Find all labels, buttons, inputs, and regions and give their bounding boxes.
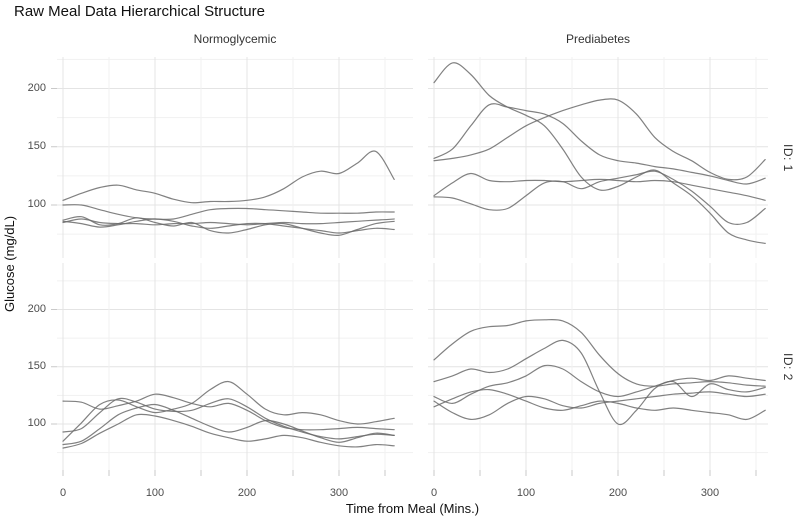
facet-column-label-normoglycemic: Normoglycemic — [193, 32, 277, 46]
y-axis-title: Glucose (mg/dL) — [2, 215, 17, 312]
glucose-line-ID1-prediabetes-meal-2 — [433, 103, 766, 185]
glucose-line-ID2-normoglycemic-meal-1 — [62, 393, 395, 431]
y-tick-label: 200 — [27, 81, 46, 94]
glucose-line-ID1-prediabetes-meal-4 — [433, 172, 766, 201]
x-tick-label: 200 — [237, 487, 257, 499]
y-tick-label: 150 — [27, 139, 46, 152]
chart-title: Raw Meal Data Hierarchical Structure — [14, 3, 265, 20]
glucose-line-ID2-prediabetes-meal-1 — [433, 319, 766, 387]
glucose-line-ID2-prediabetes-meal-4 — [433, 391, 766, 421]
glucose-line-ID2-prediabetes-meal-2 — [433, 339, 766, 426]
x-tick-label: 100 — [145, 487, 165, 499]
glucose-line-ID2-normoglycemic-meal-3 — [62, 380, 395, 442]
glucose-line-ID2-normoglycemic-meal-5 — [62, 413, 395, 449]
facet-column-label-prediabetes: Prediabetes — [565, 32, 631, 46]
glucose-line-ID2-normoglycemic-meal-4 — [62, 403, 395, 446]
glucose-line-ID1-prediabetes-meal-1 — [433, 62, 766, 244]
x-tick-label: 300 — [700, 487, 720, 499]
glucose-line-ID1-normoglycemic-meal-2 — [62, 204, 395, 221]
glucose-line-ID1-prediabetes-meal-3 — [433, 98, 766, 181]
y-tick-label: 100 — [27, 417, 46, 429]
glucose-line-ID1-normoglycemic-meal-1 — [62, 150, 395, 204]
x-axis-title: Time from Meal (Mins.) — [345, 501, 480, 516]
x-tick-label: 100 — [516, 487, 536, 499]
y-tick-label: 200 — [27, 302, 46, 315]
x-tick-label: 0 — [59, 487, 67, 499]
y-tick-label: 100 — [27, 198, 46, 210]
glucose-line-ID2-prediabetes-meal-5 — [433, 388, 766, 421]
x-tick-label: 300 — [329, 487, 349, 499]
facet-row-label-id2: ID: 2 — [781, 352, 795, 381]
x-tick-label: 200 — [608, 487, 628, 499]
glucose-line-ID1-prediabetes-meal-5 — [433, 170, 766, 225]
glucose-line-ID2-prediabetes-meal-3 — [433, 364, 766, 405]
glucose-line-ID2-normoglycemic-meal-2 — [62, 397, 395, 440]
y-tick-label: 150 — [27, 359, 46, 372]
glucose-line-ID1-normoglycemic-meal-5 — [62, 218, 395, 226]
glucose-line-ID1-normoglycemic-meal-4 — [62, 218, 395, 234]
x-tick-label: 0 — [430, 487, 438, 499]
facet-row-label-id1: ID: 1 — [781, 143, 795, 172]
